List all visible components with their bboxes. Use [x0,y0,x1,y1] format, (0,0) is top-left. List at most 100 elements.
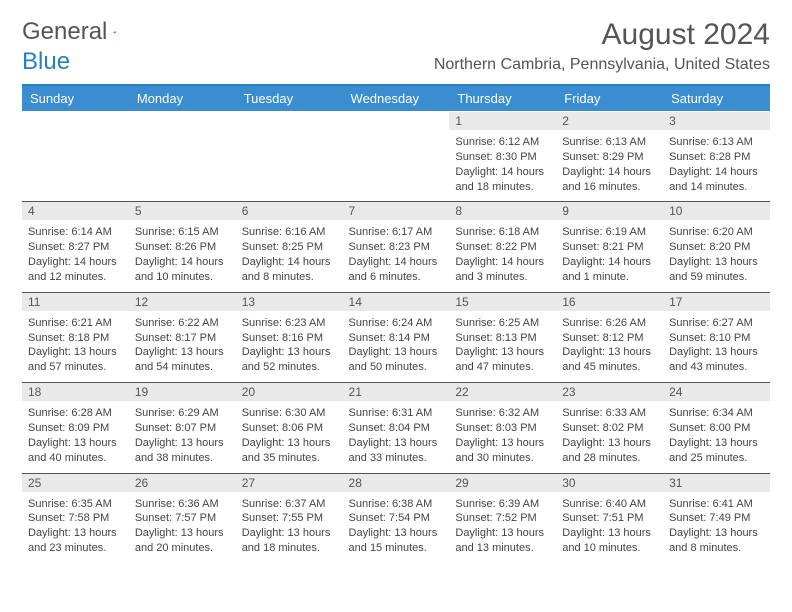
day-cell: Sunrise: 6:20 AMSunset: 8:20 PMDaylight:… [663,221,770,291]
sunrise-text: Sunrise: 6:12 AM [455,135,550,150]
day-cell: Sunrise: 6:30 AMSunset: 8:06 PMDaylight:… [236,402,343,472]
month-title: August 2024 [434,18,770,52]
sunset-text: Sunset: 8:09 PM [28,421,123,436]
sunrise-text: Sunrise: 6:35 AM [28,497,123,512]
day-cell: Sunrise: 6:37 AMSunset: 7:55 PMDaylight:… [236,493,343,563]
sunset-text: Sunset: 8:22 PM [455,240,550,255]
sunrise-text: Sunrise: 6:41 AM [669,497,764,512]
day-number-cell: 22 [449,383,556,402]
daylight-text: Daylight: 13 hours and 45 minutes. [562,345,657,375]
sunset-text: Sunset: 7:55 PM [242,511,337,526]
daylight-text: Daylight: 13 hours and 35 minutes. [242,436,337,466]
sunset-text: Sunset: 7:58 PM [28,511,123,526]
day-cell: Sunrise: 6:33 AMSunset: 8:02 PMDaylight:… [556,402,663,472]
sunrise-text: Sunrise: 6:25 AM [455,316,550,331]
sunrise-text: Sunrise: 6:32 AM [455,406,550,421]
day-number-cell: 13 [236,293,343,312]
daylight-text: Daylight: 14 hours and 14 minutes. [669,165,764,195]
sunrise-text: Sunrise: 6:31 AM [349,406,444,421]
sunset-text: Sunset: 7:57 PM [135,511,230,526]
daylight-text: Daylight: 13 hours and 33 minutes. [349,436,444,466]
day-number-row: 123 [22,112,770,131]
day-number-cell: 4 [22,202,129,221]
daylight-text: Daylight: 13 hours and 50 minutes. [349,345,444,375]
sunrise-text: Sunrise: 6:15 AM [135,225,230,240]
sunrise-text: Sunrise: 6:30 AM [242,406,337,421]
calendar-grid: Sunday Monday Tuesday Wednesday Thursday… [22,84,770,563]
day-cell: Sunrise: 6:15 AMSunset: 8:26 PMDaylight:… [129,221,236,291]
day-cell: Sunrise: 6:31 AMSunset: 8:04 PMDaylight:… [343,402,450,472]
brand-logo: General [22,18,137,46]
daylight-text: Daylight: 13 hours and 59 minutes. [669,255,764,285]
day-cell: Sunrise: 6:29 AMSunset: 8:07 PMDaylight:… [129,402,236,472]
sunset-text: Sunset: 8:20 PM [669,240,764,255]
day-cell: Sunrise: 6:36 AMSunset: 7:57 PMDaylight:… [129,493,236,563]
day-number-cell: 14 [343,293,450,312]
daylight-text: Daylight: 14 hours and 1 minute. [562,255,657,285]
day-number-cell: 19 [129,383,236,402]
daylight-text: Daylight: 13 hours and 38 minutes. [135,436,230,466]
day-number-cell: 7 [343,202,450,221]
daylight-text: Daylight: 13 hours and 52 minutes. [242,345,337,375]
day-number-cell: 12 [129,293,236,312]
daylight-text: Daylight: 13 hours and 10 minutes. [562,526,657,556]
day-number-cell: 21 [343,383,450,402]
day-cell: Sunrise: 6:12 AMSunset: 8:30 PMDaylight:… [449,131,556,201]
sunset-text: Sunset: 8:00 PM [669,421,764,436]
day-number-cell [236,112,343,131]
day-cell: Sunrise: 6:21 AMSunset: 8:18 PMDaylight:… [22,312,129,382]
day-number-cell: 18 [22,383,129,402]
sunset-text: Sunset: 8:25 PM [242,240,337,255]
day-cell: Sunrise: 6:13 AMSunset: 8:28 PMDaylight:… [663,131,770,201]
sunrise-text: Sunrise: 6:20 AM [669,225,764,240]
day-cell: Sunrise: 6:38 AMSunset: 7:54 PMDaylight:… [343,493,450,563]
sunrise-text: Sunrise: 6:17 AM [349,225,444,240]
daylight-text: Daylight: 13 hours and 15 minutes. [349,526,444,556]
day-number-cell: 6 [236,202,343,221]
sunrise-text: Sunrise: 6:24 AM [349,316,444,331]
daylight-text: Daylight: 13 hours and 54 minutes. [135,345,230,375]
day-cell: Sunrise: 6:28 AMSunset: 8:09 PMDaylight:… [22,402,129,472]
day-cell: Sunrise: 6:35 AMSunset: 7:58 PMDaylight:… [22,493,129,563]
sunset-text: Sunset: 8:21 PM [562,240,657,255]
weekday-mon: Monday [129,86,236,112]
sunset-text: Sunset: 8:16 PM [242,331,337,346]
sunset-text: Sunset: 8:14 PM [349,331,444,346]
day-number-cell: 9 [556,202,663,221]
sunrise-text: Sunrise: 6:23 AM [242,316,337,331]
sunset-text: Sunset: 7:51 PM [562,511,657,526]
sunrise-text: Sunrise: 6:28 AM [28,406,123,421]
sunrise-text: Sunrise: 6:37 AM [242,497,337,512]
weekday-tue: Tuesday [236,86,343,112]
day-cell: Sunrise: 6:25 AMSunset: 8:13 PMDaylight:… [449,312,556,382]
day-body-row: Sunrise: 6:35 AMSunset: 7:58 PMDaylight:… [22,493,770,563]
sunrise-text: Sunrise: 6:21 AM [28,316,123,331]
sunset-text: Sunset: 8:10 PM [669,331,764,346]
sunset-text: Sunset: 8:03 PM [455,421,550,436]
daylight-text: Daylight: 13 hours and 47 minutes. [455,345,550,375]
daylight-text: Daylight: 13 hours and 57 minutes. [28,345,123,375]
day-cell: Sunrise: 6:18 AMSunset: 8:22 PMDaylight:… [449,221,556,291]
day-cell [343,131,450,201]
sunset-text: Sunset: 8:04 PM [349,421,444,436]
day-cell: Sunrise: 6:32 AMSunset: 8:03 PMDaylight:… [449,402,556,472]
sunrise-text: Sunrise: 6:34 AM [669,406,764,421]
sunset-text: Sunset: 8:28 PM [669,150,764,165]
daylight-text: Daylight: 13 hours and 23 minutes. [28,526,123,556]
day-cell: Sunrise: 6:16 AMSunset: 8:25 PMDaylight:… [236,221,343,291]
daylight-text: Daylight: 13 hours and 40 minutes. [28,436,123,466]
day-number-cell [129,112,236,131]
sunset-text: Sunset: 8:07 PM [135,421,230,436]
day-number-cell: 31 [663,474,770,493]
day-cell: Sunrise: 6:17 AMSunset: 8:23 PMDaylight:… [343,221,450,291]
daylight-text: Daylight: 14 hours and 16 minutes. [562,165,657,195]
day-body-row: Sunrise: 6:14 AMSunset: 8:27 PMDaylight:… [22,221,770,291]
daylight-text: Daylight: 13 hours and 25 minutes. [669,436,764,466]
day-cell: Sunrise: 6:22 AMSunset: 8:17 PMDaylight:… [129,312,236,382]
day-number-cell: 15 [449,293,556,312]
sunrise-text: Sunrise: 6:19 AM [562,225,657,240]
day-number-row: 18192021222324 [22,382,770,402]
sunrise-text: Sunrise: 6:39 AM [455,497,550,512]
sunrise-text: Sunrise: 6:38 AM [349,497,444,512]
day-number-cell: 27 [236,474,343,493]
